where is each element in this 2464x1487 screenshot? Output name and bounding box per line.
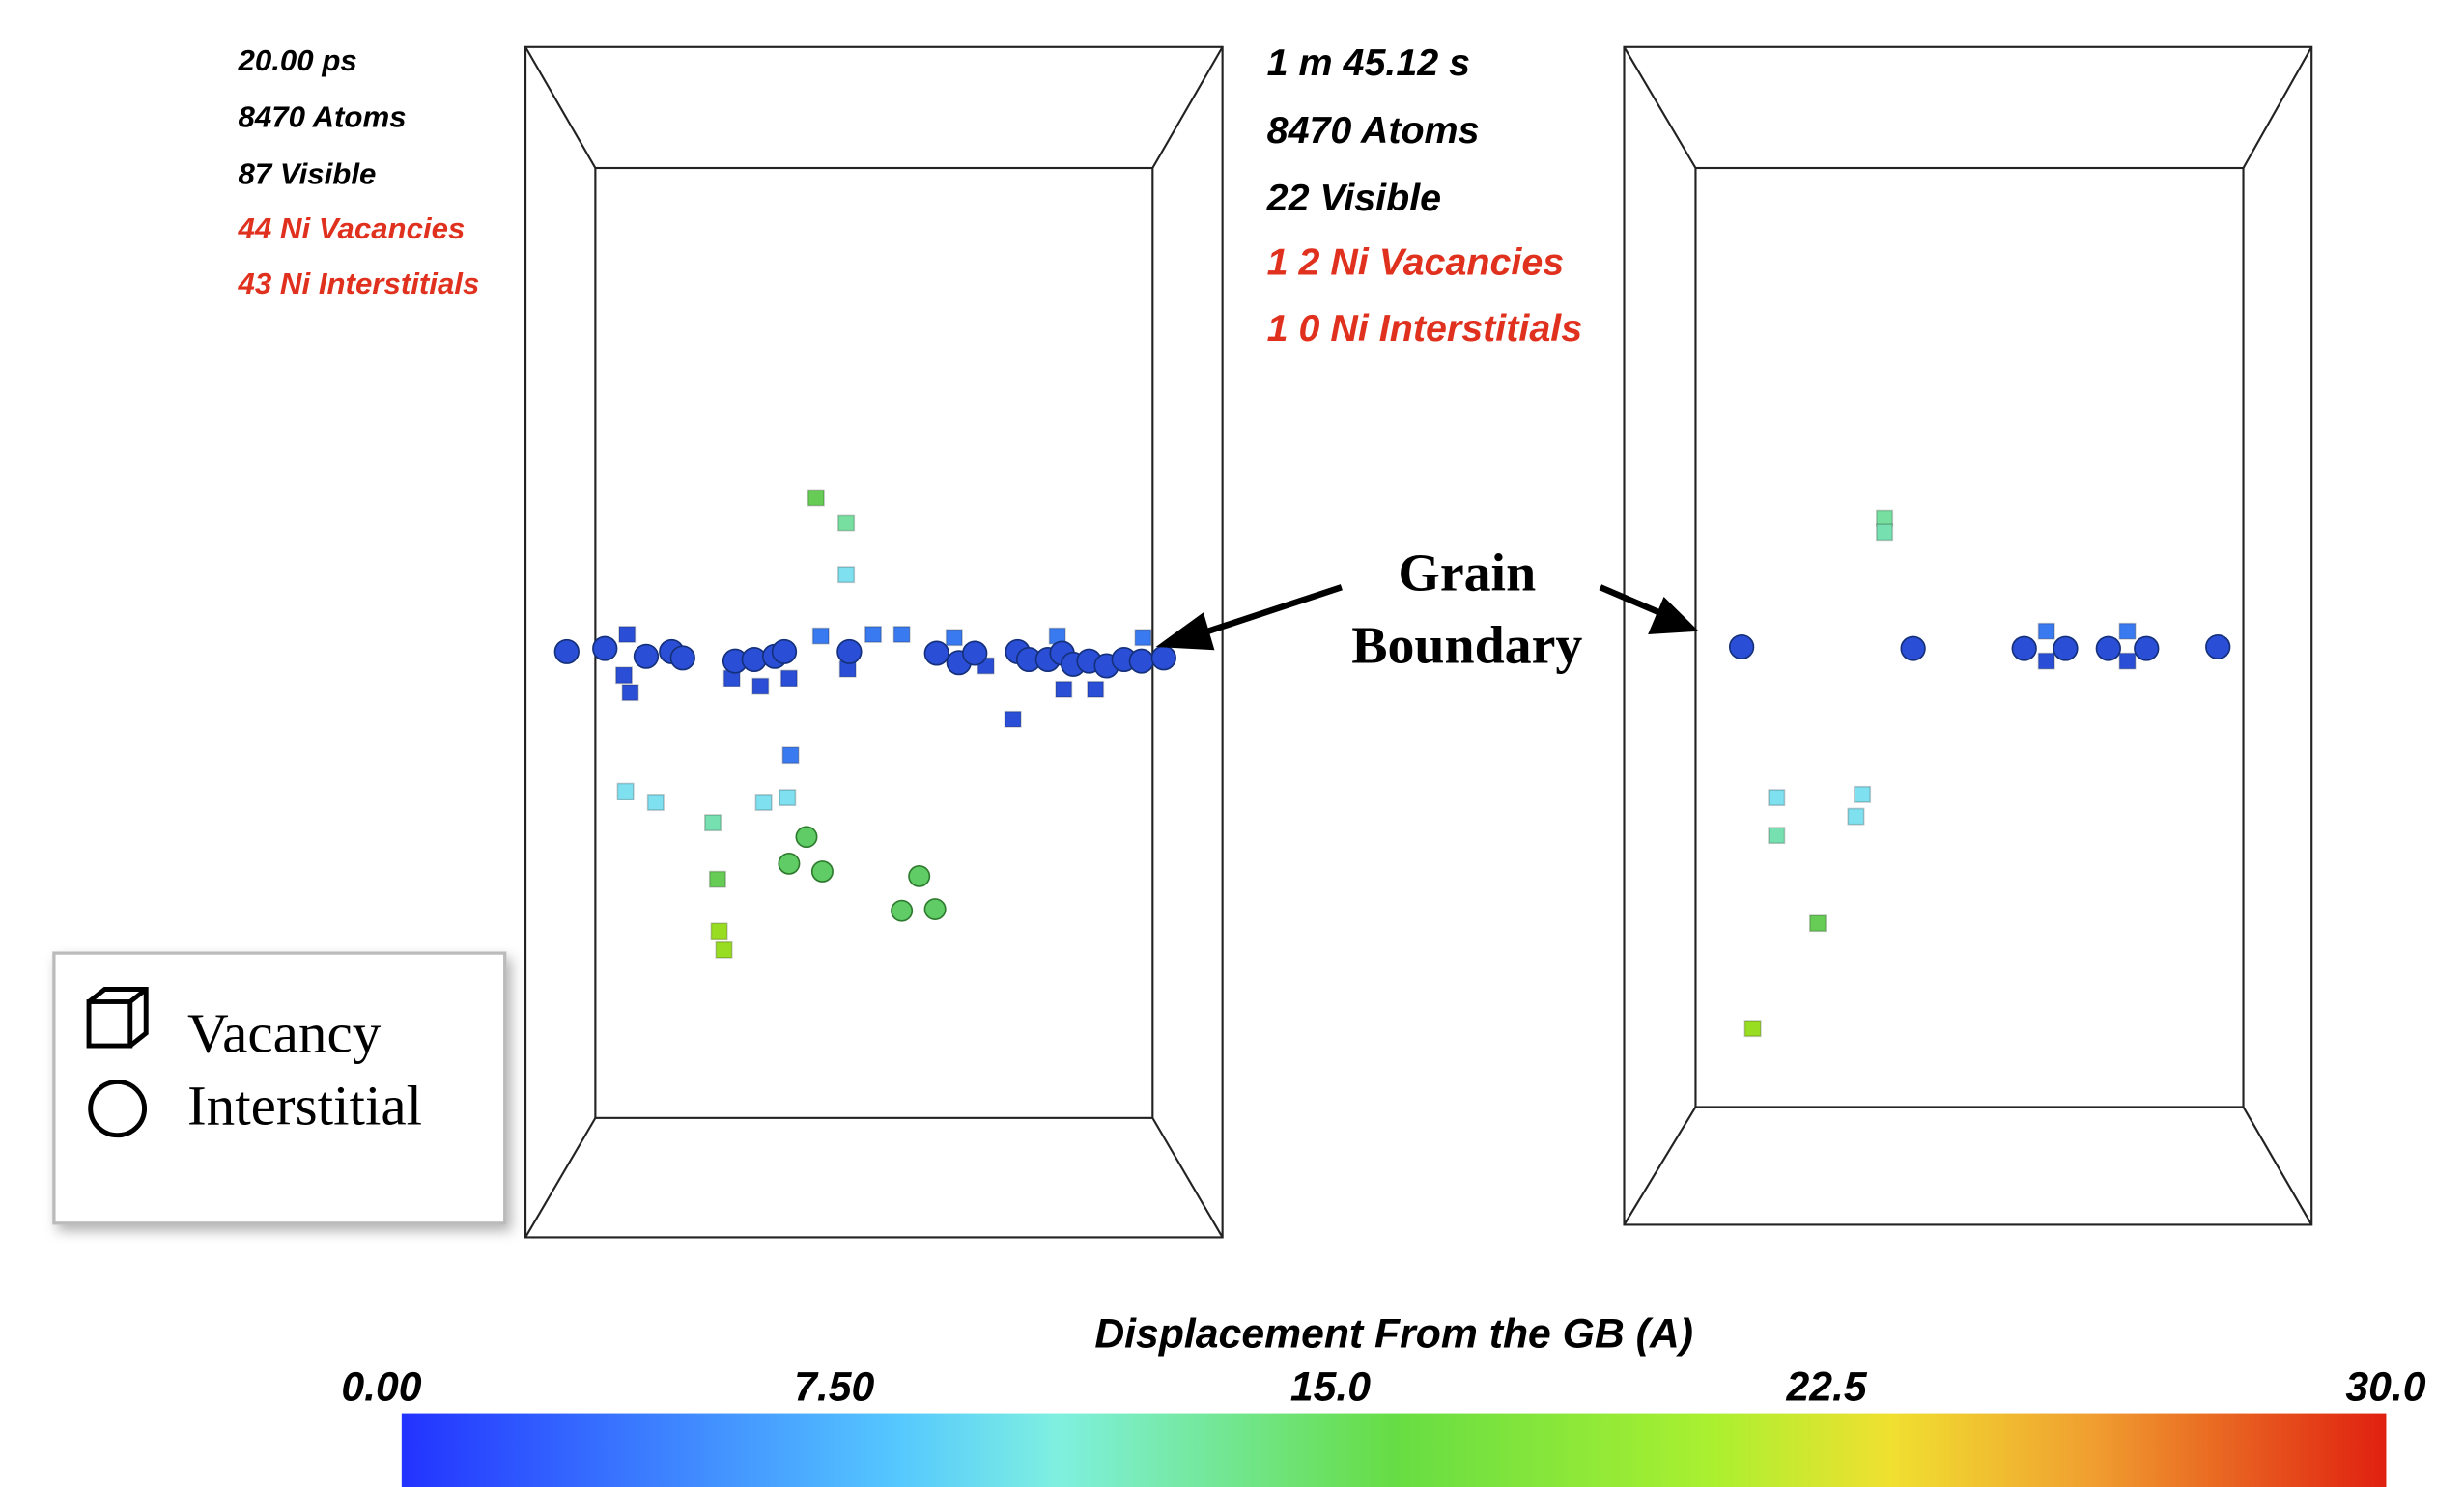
time: 1 m 45.12 s <box>1267 42 1470 84</box>
vacancy <box>755 795 771 810</box>
vacancy <box>782 747 798 763</box>
vacancy <box>1088 682 1103 697</box>
colorbar: Displacement From the GB (A) 0.00 7.50 15.… <box>341 1311 2426 1487</box>
vacancies: 1 2 Ni Vacancies <box>1267 241 1565 284</box>
interstitial <box>779 854 799 874</box>
time: 20.00 ps <box>238 43 357 77</box>
vacancy <box>2038 624 2053 639</box>
interstitial <box>812 861 833 882</box>
interstitial <box>1151 646 1175 669</box>
vacancy <box>710 872 725 887</box>
atoms <box>554 490 2229 1036</box>
vacancy <box>808 490 824 505</box>
vacancies: 44 Ni Vacancies <box>238 211 466 245</box>
interstitial <box>2096 636 2120 659</box>
interstitial <box>742 648 766 671</box>
figure: 20.00 ps 8470 Atoms 87 Visible 44 Ni Vac… <box>0 0 2464 1487</box>
interstitial <box>635 645 659 668</box>
vacancy <box>865 627 881 642</box>
interstitials: 1 0 Ni Interstitials <box>1267 307 1582 350</box>
vacancy <box>619 627 635 642</box>
interstitial <box>2206 635 2230 659</box>
annotation-line2: Boundary <box>1351 616 1582 676</box>
interstitial <box>924 899 945 919</box>
atoms: 8470 Atoms <box>1267 109 1480 152</box>
vacancy <box>813 628 829 643</box>
vacancy <box>1744 1021 1760 1036</box>
interstitial <box>1901 636 1925 659</box>
interstitial <box>1730 635 1754 659</box>
vacancy <box>716 942 731 958</box>
vacancy <box>779 790 795 805</box>
legend-label: Interstitial <box>187 1075 422 1137</box>
interstitial <box>963 641 987 664</box>
vacancy <box>893 627 909 642</box>
interstitial <box>2012 636 2036 659</box>
visible: 87 Visible <box>239 156 377 190</box>
interstitial <box>837 640 862 663</box>
vacancy <box>705 815 721 830</box>
colorbar-tick-label: 0.00 <box>341 1365 422 1411</box>
vacancy <box>2038 653 2053 668</box>
vacancy <box>1848 808 1863 824</box>
interstitial <box>2135 636 2159 659</box>
vacancy <box>1056 682 1071 697</box>
atoms: 8470 Atoms <box>239 100 407 134</box>
vacancy <box>616 667 632 683</box>
visible: 22 Visible <box>1266 177 1441 219</box>
interstitial <box>796 827 816 847</box>
vacancy <box>838 567 854 582</box>
interstitial <box>2053 636 2078 659</box>
colorbar-tick-label: 15.0 <box>1290 1365 1372 1411</box>
vacancy <box>1135 630 1150 645</box>
vacancy <box>1769 790 1784 805</box>
left-stats: 20.00 ps 8470 Atoms 87 Visible 44 Ni Vac… <box>238 43 480 300</box>
interstitial <box>909 866 929 886</box>
interstitial <box>593 636 617 659</box>
vacancy <box>752 679 768 694</box>
vacancy <box>1810 915 1826 931</box>
vacancy <box>1855 787 1870 802</box>
legend: Vacancy Interstitial <box>54 953 505 1223</box>
interstitial <box>1129 649 1153 672</box>
interstitial <box>892 901 912 921</box>
annotation-line1: Grain <box>1398 544 1536 603</box>
colorbar-tick-label: 30.0 <box>2345 1365 2426 1411</box>
vacancy <box>648 795 664 810</box>
interstitial <box>554 640 579 663</box>
interstitial <box>924 641 949 664</box>
colorbar-tick-label: 22.5 <box>1785 1365 1868 1411</box>
colorbar-tick-label: 7.50 <box>794 1365 875 1411</box>
vacancy <box>711 923 726 939</box>
interstitial <box>670 646 694 669</box>
vacancy <box>622 685 637 700</box>
vacancy <box>838 515 854 530</box>
vacancy <box>947 630 962 645</box>
vacancy <box>1769 828 1784 843</box>
vacancy <box>1877 524 1892 540</box>
vacancy <box>2119 653 2135 668</box>
colorbar-title: Displacement From the GB (A) <box>1094 1311 1693 1357</box>
interstitial <box>773 640 797 663</box>
interstitials: 43 Ni Interstitials <box>238 267 480 300</box>
right-stats: 1 m 45.12 s 8470 Atoms 22 Visible 1 2 Ni… <box>1266 42 1583 350</box>
vacancy <box>617 783 633 799</box>
legend-label: Vacancy <box>187 1002 382 1065</box>
vacancy <box>1005 712 1020 727</box>
annotation: Grain Boundary <box>1156 544 1699 675</box>
vacancy <box>2119 624 2135 639</box>
right-box <box>1624 47 2311 1225</box>
vacancy <box>781 670 797 686</box>
